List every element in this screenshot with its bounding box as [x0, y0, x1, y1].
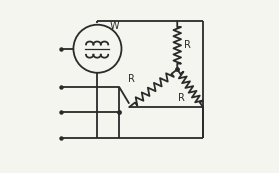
Text: W: W [110, 21, 119, 31]
Text: R: R [128, 74, 135, 84]
Text: R: R [184, 40, 191, 50]
Text: R: R [178, 93, 185, 103]
